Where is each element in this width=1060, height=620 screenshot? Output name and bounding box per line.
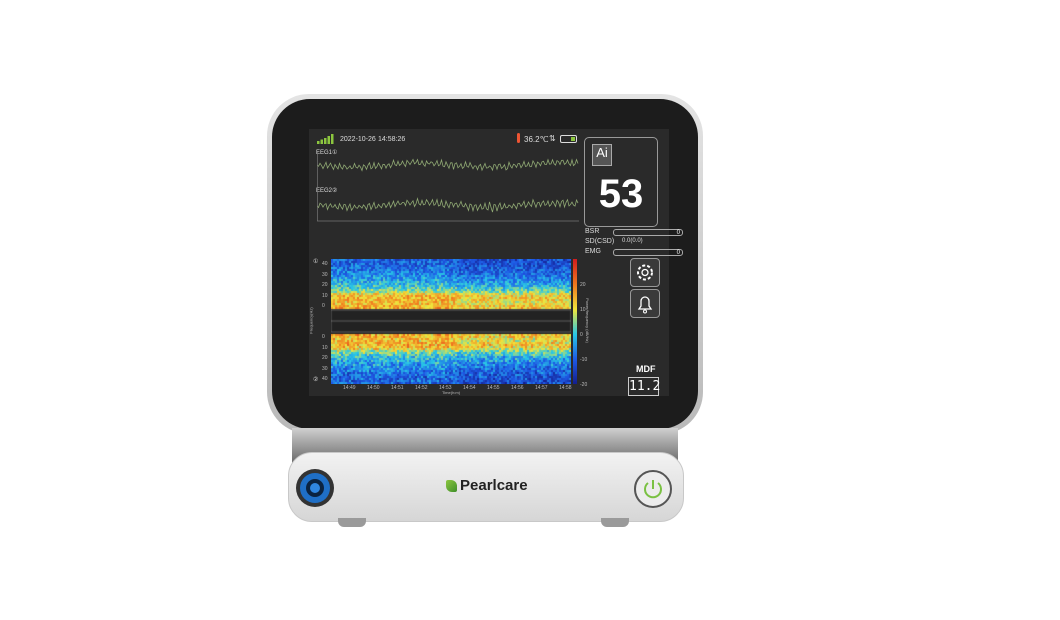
y-tick-label: 30	[322, 365, 328, 372]
y-tick-label: 20	[322, 355, 328, 361]
bsr-label: BSR	[585, 228, 600, 235]
colorbar-label: Power/frequency (dB/Hz)	[584, 298, 590, 343]
sd-value: 0.0(0.0)	[622, 238, 643, 244]
x-tick-label: 14:50	[367, 385, 380, 391]
x-tick-label: 14:56	[511, 385, 524, 391]
eeg2-waveform	[317, 197, 579, 213]
colorbar	[573, 259, 577, 384]
x-tick-label: 14:57	[535, 385, 548, 391]
y-tick-label: 0	[322, 303, 325, 309]
y-tick-label: 10	[322, 344, 328, 351]
power-icon	[644, 480, 662, 499]
foot-right	[601, 518, 629, 527]
eeg1-waveform	[317, 158, 579, 172]
y-tick-label: 10	[322, 292, 328, 299]
emg-value: 0	[613, 249, 683, 256]
x-axis-label: Time(h:m)	[442, 390, 461, 395]
y-axis-label: Frequency(Hz)	[308, 307, 314, 334]
ai-logo: Ai	[592, 144, 612, 166]
eeg2-label: EEG2②	[316, 188, 338, 194]
temperature: 36.2℃	[524, 135, 549, 144]
colorbar-tick-label: 10	[580, 307, 586, 313]
settings-button[interactable]	[630, 258, 660, 287]
y-tick-label: 30	[322, 271, 328, 278]
y-tick-label: 20	[322, 282, 328, 288]
sensor-port[interactable]	[296, 469, 334, 507]
x-tick-label: 14:53	[439, 385, 452, 391]
x-tick-label: 14:54	[463, 385, 476, 391]
date: 2022-10-26	[340, 136, 376, 143]
eeg-waveforms	[317, 152, 579, 222]
signal-icon	[317, 134, 334, 144]
y-tick-label: 0	[322, 334, 325, 340]
x-tick-label: 14:55	[487, 385, 500, 391]
monitor-base	[288, 452, 684, 522]
channel1-marker: ①	[313, 259, 319, 265]
x-tick-label: 14:58	[559, 385, 572, 391]
gear-icon	[637, 264, 653, 281]
bsr-value: 0	[613, 229, 683, 236]
y-tick-label: 40	[322, 376, 328, 382]
colorbar-tick-label: -10	[580, 357, 588, 363]
eeg1-label: EEG1①	[316, 150, 338, 156]
colorbar-tick-label: -20	[580, 382, 588, 388]
index-value: 53	[598, 172, 644, 216]
bell-icon	[637, 296, 653, 314]
x-tick-label: 14:49	[343, 385, 356, 391]
spectrogram	[331, 259, 571, 384]
emg-label: EMG	[585, 248, 601, 255]
x-tick-label: 14:51	[391, 385, 404, 391]
colorbar-tick-label: 20	[580, 282, 586, 288]
foot-left	[338, 518, 366, 527]
thermometer-icon	[517, 133, 520, 143]
time: 14:58:26	[378, 136, 406, 143]
brand-logo: Pearlcare	[446, 477, 528, 494]
alarm-button[interactable]	[630, 289, 660, 318]
mdf-label: MDF	[636, 364, 656, 374]
power-button[interactable]	[634, 470, 672, 508]
y-tick-label: 40	[322, 261, 328, 267]
brand-name: Pearlcare	[460, 477, 528, 494]
sync-arrows-icon: ⇅	[549, 134, 556, 143]
leaf-logo-icon	[446, 479, 457, 492]
battery-icon	[560, 135, 577, 143]
x-tick-label: 14:52	[415, 385, 428, 391]
mdf-value: 11.2	[628, 377, 661, 396]
channel2-marker: ②	[313, 377, 319, 383]
colorbar-tick-label: 0	[580, 332, 583, 338]
index-panel: Ai 53	[584, 137, 658, 227]
sd-label: SD(CSD)	[585, 238, 615, 245]
